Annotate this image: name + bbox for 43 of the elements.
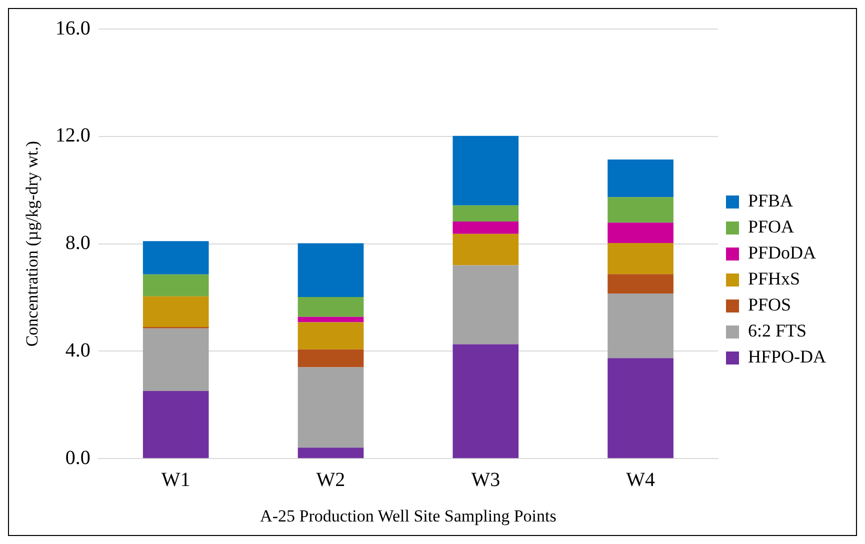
bar <box>452 136 519 206</box>
bar <box>142 328 209 391</box>
y-tick-label: 16.0 <box>55 17 90 40</box>
bar <box>608 293 674 358</box>
bar <box>452 344 519 458</box>
x-axis-title: A-25 Production Well Site Sampling Points <box>260 506 556 526</box>
legend-label: PFOS <box>748 294 792 315</box>
bar <box>142 390 209 458</box>
bar <box>452 265 519 344</box>
bar <box>298 243 364 297</box>
bar <box>452 234 519 266</box>
x-tick-label: W3 <box>471 468 500 491</box>
legend-label: PFOA <box>748 216 794 237</box>
x-tick-label: W1 <box>161 468 190 491</box>
bar <box>142 241 209 274</box>
legend-label: PFDoDA <box>748 242 816 263</box>
x-tick-label: W4 <box>626 468 655 491</box>
bar <box>298 322 364 350</box>
bar <box>298 367 364 448</box>
y-axis-title: Concentration (µg/kg-dry wt.) <box>22 140 42 347</box>
bar <box>608 242 674 274</box>
bar <box>608 274 674 294</box>
y-tick-label: 4.0 <box>65 339 90 362</box>
bar <box>142 296 209 328</box>
y-tick-label: 12.0 <box>55 124 90 147</box>
bar <box>298 296 364 317</box>
bar <box>452 222 519 234</box>
bar <box>298 448 364 458</box>
bar <box>142 274 209 296</box>
legend-label: PFHxS <box>748 268 800 289</box>
bar <box>452 205 519 222</box>
x-tick-label: W2 <box>316 468 346 491</box>
y-tick-label: 8.0 <box>65 232 90 254</box>
legend-label: PFBA <box>748 190 794 211</box>
legend-label: 6:2 FTS <box>748 320 807 341</box>
bar <box>298 349 364 368</box>
y-tick-label: 0.0 <box>65 446 90 469</box>
bar <box>608 222 674 243</box>
bar <box>298 316 364 322</box>
bar <box>608 197 674 223</box>
legend-label: HFPO-DA <box>748 346 826 367</box>
bar <box>608 159 674 198</box>
bar <box>608 358 674 458</box>
